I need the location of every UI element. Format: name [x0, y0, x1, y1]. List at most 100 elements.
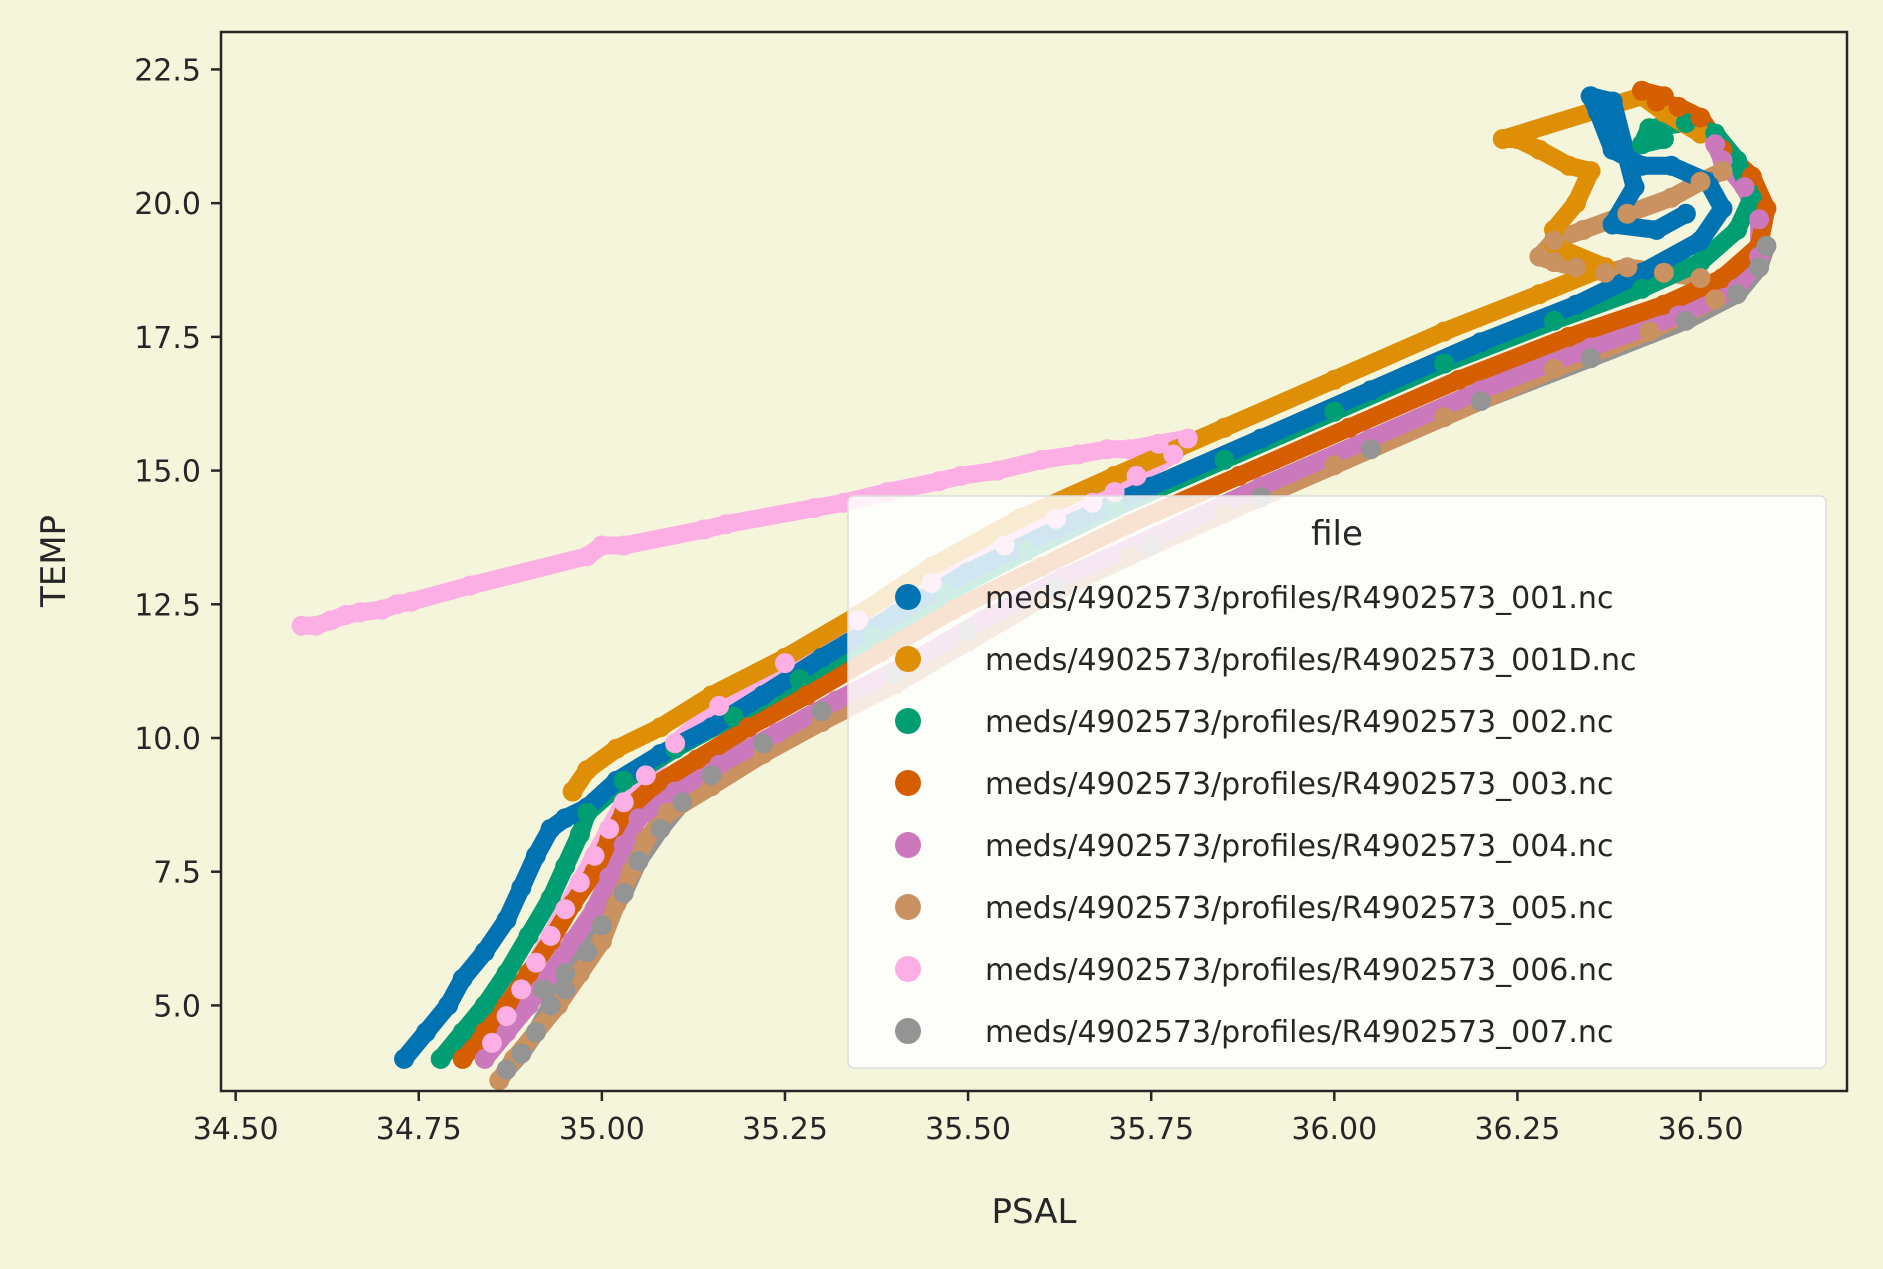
series-6-point-23 — [1119, 439, 1140, 460]
x-tick-label: 36.50 — [1658, 1112, 1744, 1147]
series-0-point-30 — [1602, 139, 1623, 160]
x-tick-label: 36.00 — [1291, 1112, 1377, 1147]
series-1-point-19 — [1558, 155, 1579, 176]
series-5-point-9 — [657, 802, 678, 823]
series-1-point-9 — [1104, 465, 1125, 486]
legend-entry: meds/4902573/profiles/R4902573_001.nc — [985, 581, 1613, 616]
series-7-point-25 — [1727, 284, 1748, 305]
series-7-point-26 — [1749, 257, 1770, 278]
series-4-point-27 — [1705, 134, 1726, 155]
legend-items: meds/4902573/profiles/R4902573_001.ncmed… — [895, 581, 1637, 1050]
series-1-point-3 — [650, 717, 671, 738]
series-0-point-2 — [438, 995, 459, 1016]
series-6-point-12 — [694, 519, 715, 540]
series-3-point-28 — [1668, 96, 1689, 117]
x-axis-label: PSAL — [992, 1192, 1077, 1232]
series-0-point-28 — [1661, 155, 1682, 176]
series-5-point-18 — [1324, 455, 1345, 476]
series-7-point-22 — [1470, 391, 1491, 411]
series-0-point-15 — [811, 647, 832, 668]
series-6-point-35 — [709, 695, 730, 716]
series-6-point-47 — [482, 1032, 502, 1053]
y-tick-label: 22.5 — [134, 53, 201, 88]
series-5-point-33 — [1661, 187, 1682, 208]
series-1-point-10 — [1214, 417, 1235, 438]
series-5-point-32 — [1617, 203, 1638, 224]
series-6-point-8 — [460, 575, 480, 596]
series-2-point-30 — [1653, 129, 1674, 149]
series-3-point-0 — [452, 1048, 473, 1069]
series-3-point-22 — [1712, 268, 1733, 288]
series-4-point-24 — [1749, 209, 1770, 230]
series-7-point-8 — [591, 915, 612, 936]
series-0-point-1 — [416, 1022, 437, 1043]
series-2-point-17 — [1214, 449, 1235, 470]
y-axis-label: TEMP — [34, 515, 74, 608]
legend-box — [847, 495, 1827, 1069]
series-7-point-9 — [613, 883, 634, 904]
series-7-point-3 — [540, 995, 561, 1016]
series-2-point-9 — [613, 770, 634, 791]
series-3-point-10 — [687, 749, 708, 770]
legend-marker — [895, 646, 921, 672]
series-4-point-3 — [540, 963, 561, 984]
series-2-point-23 — [1727, 219, 1748, 240]
series-2-point-7 — [569, 824, 590, 845]
series-7-point-15 — [811, 701, 832, 722]
series-5-point-5 — [591, 931, 612, 952]
series-2-point-4 — [518, 925, 539, 946]
series-1-point-2 — [606, 738, 627, 759]
series-3-point-20 — [1558, 326, 1579, 347]
series-1-point-1 — [577, 760, 598, 781]
series-5-point-29 — [1529, 246, 1550, 267]
legend-title: file — [1311, 514, 1363, 554]
series-1-point-11 — [1324, 369, 1345, 390]
series-7-point-24 — [1675, 310, 1696, 331]
series-0-point-36 — [1646, 219, 1667, 240]
x-tick-label: 36.25 — [1474, 1112, 1560, 1147]
series-6-point-7 — [401, 591, 422, 612]
series-3-point-31 — [1653, 86, 1674, 107]
series-6-point-11 — [613, 535, 634, 556]
series-1-point-12 — [1434, 321, 1455, 342]
series-6-point-42 — [555, 899, 576, 920]
y-tick-label: 5.0 — [153, 989, 201, 1024]
series-4-point-25 — [1734, 177, 1755, 198]
series-3-point-19 — [1448, 369, 1469, 390]
series-1-point-0 — [562, 781, 583, 802]
series-7-point-10 — [628, 851, 649, 871]
series-0-point-19 — [1141, 476, 1162, 497]
series-7-point-13 — [701, 765, 722, 786]
series-5-point-27 — [1566, 257, 1586, 278]
series-6-point-19 — [987, 460, 1008, 481]
series-0-point-37 — [1675, 203, 1696, 224]
series-1-point-21 — [1507, 129, 1528, 149]
series-6-point-27 — [1126, 465, 1147, 486]
legend-entry: meds/4902573/profiles/R4902573_004.nc — [985, 829, 1613, 864]
series-6-point-45 — [511, 979, 532, 1000]
series-2-point-0 — [430, 1048, 451, 1069]
series-4-point-12 — [826, 690, 847, 711]
series-0-point-7 — [525, 845, 546, 866]
y-tick-label: 15.0 — [134, 455, 201, 490]
series-6-point-17 — [928, 471, 949, 492]
series-4-point-7 — [613, 835, 634, 855]
series-3-point-12 — [796, 685, 817, 706]
series-7-point-12 — [672, 792, 693, 813]
series-7-point-27 — [1756, 235, 1777, 256]
series-6-point-44 — [525, 952, 546, 973]
series-0-point-22 — [1470, 332, 1491, 353]
series-5-point-25 — [1617, 257, 1638, 278]
series-0-point-35 — [1602, 214, 1623, 235]
legend-entry: meds/4902573/profiles/R4902573_003.nc — [985, 767, 1613, 802]
series-2-point-25 — [1727, 150, 1748, 171]
series-0-point-4 — [474, 941, 495, 962]
series-0-point-31 — [1588, 102, 1608, 123]
series-7-point-1 — [511, 1043, 532, 1064]
series-7-point-23 — [1580, 348, 1601, 369]
series-5-point-21 — [1639, 321, 1660, 342]
legend-entry: meds/4902573/profiles/R4902573_006.nc — [985, 953, 1613, 988]
series-2-point-28 — [1639, 118, 1660, 139]
y-tick-label: 12.5 — [134, 588, 201, 623]
